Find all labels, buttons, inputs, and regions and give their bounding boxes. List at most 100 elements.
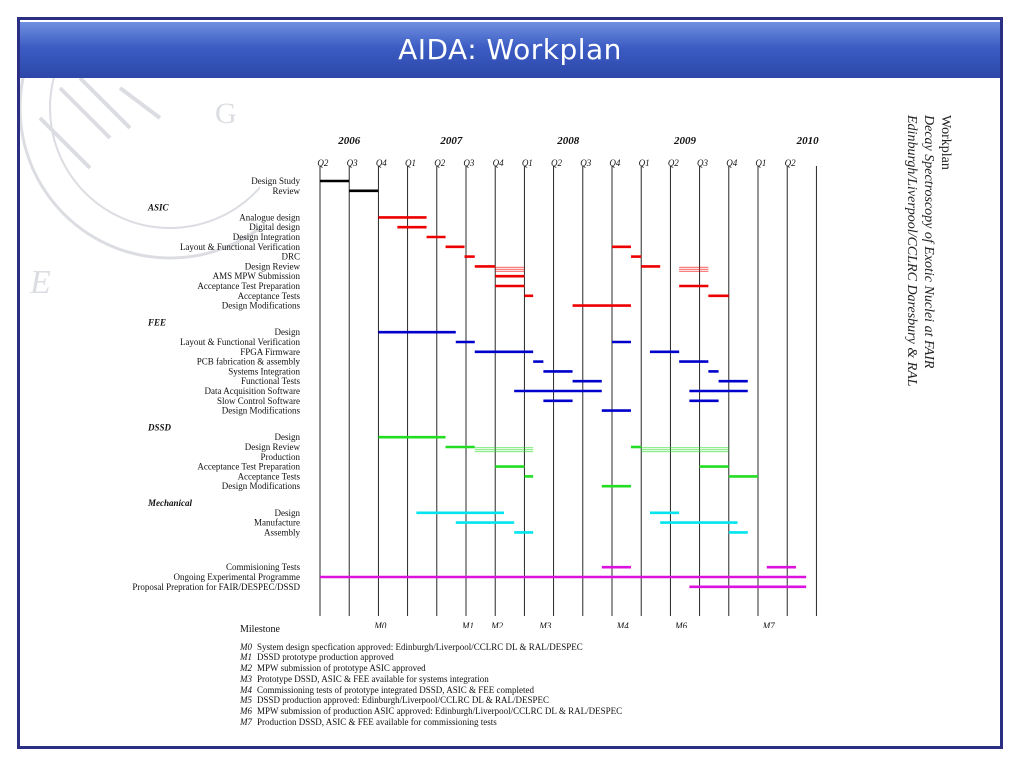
task-label: Analogue design — [239, 212, 300, 222]
milestone-code: M5 — [240, 695, 252, 706]
quarter-label: Q2 — [317, 158, 328, 168]
task-label: DRC — [281, 252, 300, 262]
quarter-label: Q1 — [522, 158, 533, 168]
year-label: 2008 — [556, 135, 580, 147]
milestone-text: System design specfication approved: Edi… — [257, 641, 583, 652]
side-title: Workplan — [938, 115, 953, 170]
milestone-text: DSSD production approved: Edinburgh/Live… — [257, 695, 549, 706]
quarter-label: Q3 — [580, 158, 591, 168]
quarter-label: Q4 — [726, 158, 737, 168]
task-label: AMS MPW Submission — [213, 271, 301, 281]
milestone-code: M7 — [240, 716, 252, 727]
slide-title: AIDA: Workplan — [398, 33, 622, 66]
task-label: Commisioning Tests — [226, 562, 300, 572]
task-label: Digital design — [249, 222, 300, 232]
group-heading: DSSD — [147, 422, 172, 432]
year-label: 2010 — [796, 135, 820, 147]
group-heading: Mechanical — [147, 498, 192, 508]
milestone-item: M1 DSSD prototype production approved — [240, 652, 622, 663]
task-label: Design — [275, 327, 301, 337]
quarter-label: Q4 — [609, 158, 620, 168]
milestone-list: M0 System design specfication approved: E… — [240, 642, 622, 728]
milestone-marker: M6 — [674, 621, 687, 628]
milestone-code: M0 — [240, 641, 252, 652]
task-label: Proposal Prepration for FAIR/DESPEC/DSSD — [132, 582, 300, 592]
milestone-code: M3 — [240, 673, 252, 684]
milestone-text: MPW submission of production ASIC approv… — [257, 705, 623, 716]
task-label: Design Review — [245, 261, 301, 271]
quarter-label: Q2 — [434, 158, 445, 168]
quarter-label: Q3 — [697, 158, 708, 168]
milestone-marker: M7 — [762, 621, 775, 628]
milestone-text: MPW submission of prototype ASIC approve… — [257, 663, 426, 674]
year-label: 2007 — [439, 135, 463, 147]
quarter-label: Q2 — [551, 158, 562, 168]
milestone-marker: M0 — [373, 621, 386, 628]
task-label: Design Modifications — [222, 406, 301, 416]
task-label: Ongoing Experimental Programme — [174, 572, 300, 582]
title-bar: AIDA: Workplan — [20, 22, 1000, 78]
side-title-block: Workplan Decay Spectroscopy of Exotic Nu… — [872, 115, 953, 435]
quarter-label: Q1 — [405, 158, 416, 168]
milestone-code: M4 — [240, 684, 252, 695]
milestone-text: Prototype DSSD, ASIC & FEE available for… — [257, 673, 489, 684]
milestone-item: M3 Prototype DSSD, ASIC & FEE available f… — [240, 674, 622, 685]
task-label: Systems Integration — [228, 366, 300, 376]
task-label: Design Review — [245, 442, 301, 452]
milestone-item: M0 System design specfication approved: E… — [240, 642, 622, 653]
milestone-code: M1 — [240, 652, 252, 663]
task-label: Production — [261, 452, 301, 462]
group-heading: ASIC — [147, 203, 170, 213]
task-label: Assembly — [264, 527, 301, 537]
milestone-marker: M2 — [490, 621, 503, 628]
milestone-code: M2 — [240, 663, 252, 674]
quarter-label: Q1 — [755, 158, 766, 168]
milestone-marker: M1 — [461, 621, 474, 628]
task-label: Functional Tests — [241, 376, 300, 386]
milestone-item: M5 DSSD production approved: Edinburgh/Li… — [240, 695, 622, 706]
task-label: Acceptance Tests — [238, 291, 301, 301]
task-label: Design — [275, 508, 301, 518]
task-label: Acceptance Test Preparation — [197, 462, 300, 472]
group-heading: FEE — [147, 317, 166, 327]
task-label: Slow Control Software — [217, 396, 300, 406]
milestone-text: Commissioning tests of prototype integra… — [257, 684, 534, 695]
task-label: FPGA Firmware — [240, 347, 300, 357]
milestone-text: DSSD prototype production approved — [257, 652, 394, 663]
milestone-marker: M4 — [616, 621, 629, 628]
task-label: Review — [273, 186, 301, 196]
milestone-code: M6 — [240, 705, 252, 716]
slide-frame: E G AIDA: Workplan 2006 2007 2008 2009 2010 Q… — [17, 17, 1003, 749]
task-label: Design Modifications — [222, 301, 301, 311]
seal-watermark: E G — [20, 78, 260, 301]
task-label: Layout & Functional Verification — [180, 337, 301, 347]
task-label: Design Modifications — [222, 481, 301, 491]
svg-text:G: G — [215, 97, 237, 130]
milestone-item: M2 MPW submission of prototype ASIC appro… — [240, 663, 622, 674]
milestone-item: M7 Production DSSD, ASIC & FEE available … — [240, 717, 622, 728]
task-label: Layout & Functional Verification — [180, 242, 301, 252]
task-label: Acceptance Tests — [238, 471, 301, 481]
milestone-legend: Milestone M0 System design specfication a… — [240, 624, 622, 728]
milestone-item: M4 Commissioning tests of prototype integ… — [240, 685, 622, 696]
side-subtitle: Decay Spectroscopy of Exotic Nuclei at F… — [921, 115, 936, 369]
quarter-label: Q1 — [639, 158, 650, 168]
task-label: Design — [275, 432, 301, 442]
task-label: PCB fabrication & assembly — [197, 357, 301, 367]
milestone-marker: M3 — [538, 621, 551, 628]
svg-text:E: E — [29, 264, 51, 301]
year-label: 2006 — [337, 135, 361, 147]
task-label: Design Study — [251, 176, 300, 186]
gantt-chart: 2006 2007 2008 2009 2010 Q2 Q3 Q4 Q1 Q2 Q3 Q4 Q1 Q2 Q3… — [132, 135, 820, 628]
quarter-label: Q2 — [785, 158, 796, 168]
quarter-label: Q3 — [463, 158, 474, 168]
milestone-item: M6 MPW submission of production ASIC appr… — [240, 706, 622, 717]
task-label: Manufacture — [254, 518, 300, 528]
task-label: Data Acquisition Software — [205, 386, 300, 396]
milestone-text: Production DSSD, ASIC & FEE available fo… — [257, 716, 497, 727]
side-institutions: Edinburgh/Liverpool/CCLRC Daresbury & RA… — [904, 115, 919, 387]
task-label: Acceptance Test Preparation — [197, 281, 300, 291]
milestone-heading: Milestone — [240, 624, 280, 635]
quarter-label: Q3 — [347, 158, 358, 168]
quarter-label: Q4 — [493, 158, 504, 168]
